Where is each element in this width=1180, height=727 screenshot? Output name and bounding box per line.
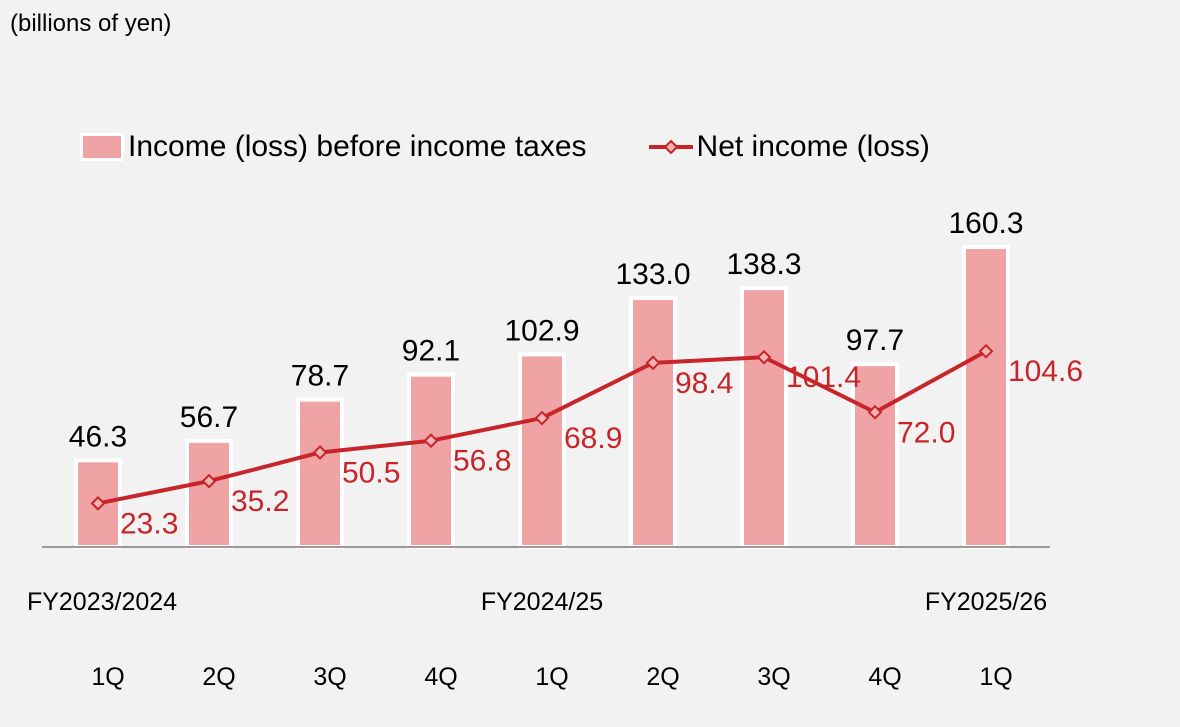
fiscal-year-label-1: FY2023/2024 <box>27 588 177 616</box>
bar-5 <box>518 352 566 549</box>
bar-value-label-7: 138.3 <box>726 248 801 281</box>
bar-value-label-3: 78.7 <box>291 360 349 393</box>
category-label-2: 2Q <box>202 663 235 691</box>
legend-line-label: Net income (loss) <box>696 130 930 163</box>
net-income-marker-8 <box>867 404 883 420</box>
legend-item-line: Net income (loss) <box>647 130 930 164</box>
net-income-value-label-2: 35.2 <box>231 485 289 518</box>
bar-4 <box>407 372 455 549</box>
net-income-value-label-4: 56.8 <box>453 445 511 478</box>
net-income-value-label-1: 23.3 <box>120 507 178 540</box>
bar-value-label-8: 97.7 <box>846 324 904 357</box>
category-label-3: 3Q <box>313 663 346 691</box>
category-label-6: 2Q <box>646 663 679 691</box>
net-income-value-label-5: 68.9 <box>564 422 622 455</box>
legend-item-bar: Income (loss) before income taxes <box>80 130 587 164</box>
net-income-marker-4 <box>423 433 439 449</box>
bar-8 <box>851 362 899 549</box>
bar-value-label-5: 102.9 <box>504 314 579 347</box>
legend-bar-swatch <box>80 133 124 161</box>
category-label-5: 1Q <box>535 663 568 691</box>
category-label-8: 4Q <box>868 663 901 691</box>
category-label-9: 1Q <box>979 663 1012 691</box>
legend-bar-label: Income (loss) before income taxes <box>128 130 587 163</box>
net-income-value-label-7: 101.4 <box>786 361 861 394</box>
net-income-value-label-8: 72.0 <box>897 416 955 449</box>
bar-6 <box>629 296 677 549</box>
bar-value-label-6: 133.0 <box>615 258 690 291</box>
category-label-7: 3Q <box>757 663 790 691</box>
net-income-value-label-6: 98.4 <box>675 367 733 400</box>
net-income-marker-1 <box>90 495 106 511</box>
net-income-marker-5 <box>534 410 550 426</box>
net-income-marker-3 <box>312 445 328 460</box>
net-income-value-label-9: 104.6 <box>1008 355 1083 388</box>
fiscal-year-label-2: FY2024/25 <box>481 588 603 616</box>
bar-3 <box>296 397 344 549</box>
bar-2 <box>185 438 233 550</box>
unit-label: (billions of yen) <box>10 10 172 37</box>
net-income-marker-7 <box>756 349 772 365</box>
fiscal-year-label-3: FY2025/26 <box>925 588 1047 616</box>
bar-value-label-2: 56.7 <box>180 401 238 434</box>
category-label-4: 4Q <box>424 663 457 691</box>
net-income-marker-2 <box>201 473 217 489</box>
legend: Income (loss) before income taxes Net in… <box>80 130 990 164</box>
bar-7 <box>740 286 788 549</box>
net-income-value-label-3: 50.5 <box>342 456 400 489</box>
net-income-marker-9 <box>978 343 994 359</box>
bar-9 <box>962 245 1010 549</box>
net-income-marker-6 <box>645 355 661 371</box>
bar-value-label-4: 92.1 <box>402 335 460 368</box>
category-label-1: 1Q <box>91 663 124 691</box>
legend-line-swatch <box>648 139 693 155</box>
bar-value-label-1: 46.3 <box>69 420 127 453</box>
bar-value-label-9: 160.3 <box>948 207 1023 240</box>
